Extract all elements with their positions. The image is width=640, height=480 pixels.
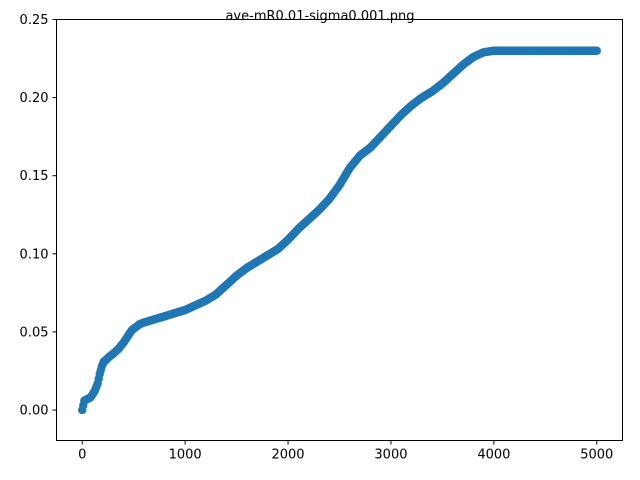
y-tick-label: 0.00 [20,404,49,419]
y-tick-label: 0.15 [20,169,49,184]
x-tick-label: 1000 [169,448,202,463]
y-tick-label: 0.20 [20,91,49,106]
x-axis: 0 1000 2000 3000 4000 5000 [78,440,613,463]
x-tick-label: 5000 [580,448,613,463]
y-axis: 0.00 0.05 0.10 0.15 0.20 0.25 [20,13,57,419]
chart-title: ave-mR0.01-sigma0.001.png [225,9,414,24]
plot-frame [56,19,623,441]
x-tick-label: 2000 [271,448,304,463]
data-point [592,46,601,55]
y-tick-label: 0.05 [20,325,49,340]
x-tick-label: 0 [78,448,86,463]
y-tick-label: 0.25 [20,13,49,28]
x-tick-label: 3000 [374,448,407,463]
data-points [78,46,601,415]
x-tick-label: 4000 [477,448,510,463]
y-tick-label: 0.10 [20,247,49,262]
